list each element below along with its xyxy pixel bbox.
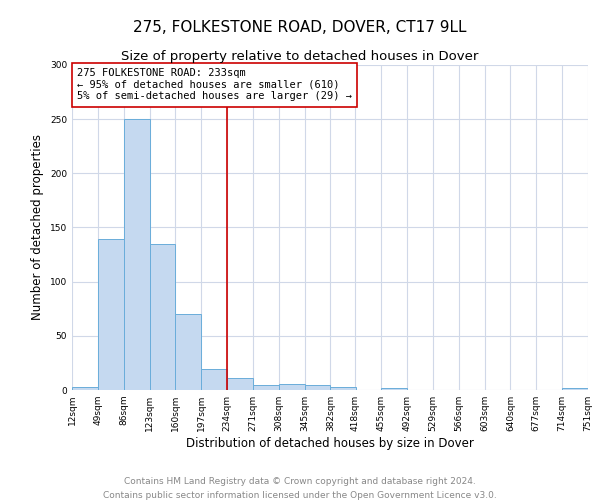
Text: Contains HM Land Registry data © Crown copyright and database right 2024.: Contains HM Land Registry data © Crown c…	[124, 478, 476, 486]
Bar	[201, 370, 227, 390]
Bar	[175, 314, 201, 390]
Bar	[124, 119, 149, 390]
Text: 275 FOLKESTONE ROAD: 233sqm
← 95% of detached houses are smaller (610)
5% of sem: 275 FOLKESTONE ROAD: 233sqm ← 95% of det…	[77, 68, 352, 102]
Bar	[149, 244, 175, 390]
Bar	[305, 384, 331, 390]
Bar	[72, 387, 98, 390]
Y-axis label: Number of detached properties: Number of detached properties	[31, 134, 44, 320]
Text: Contains public sector information licensed under the Open Government Licence v3: Contains public sector information licen…	[103, 491, 497, 500]
Bar	[98, 240, 124, 390]
Text: Size of property relative to detached houses in Dover: Size of property relative to detached ho…	[121, 50, 479, 63]
Bar	[562, 388, 588, 390]
Bar	[253, 384, 278, 390]
Bar	[331, 387, 356, 390]
Bar	[278, 384, 305, 390]
X-axis label: Distribution of detached houses by size in Dover: Distribution of detached houses by size …	[186, 437, 474, 450]
Text: 275, FOLKESTONE ROAD, DOVER, CT17 9LL: 275, FOLKESTONE ROAD, DOVER, CT17 9LL	[133, 20, 467, 35]
Bar	[382, 388, 407, 390]
Bar	[227, 378, 253, 390]
